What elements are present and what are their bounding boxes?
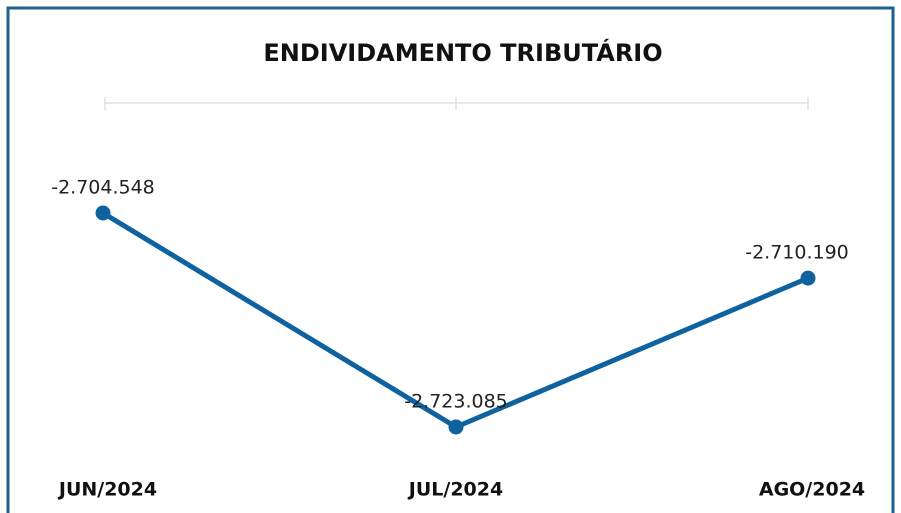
point	[800, 270, 816, 286]
x-tick-label: JUN/2024	[57, 479, 157, 501]
x-tick-label: JUL/2024	[407, 479, 503, 501]
data-label: -2.704.548	[51, 177, 155, 199]
data-label: -2.710.190	[745, 242, 849, 264]
category-axis	[104, 97, 809, 110]
point	[448, 419, 464, 435]
frame	[6, 6, 895, 513]
x-tick-label: AGO/2024	[759, 479, 865, 501]
chart-title: ENDIVIDAMENTO TRIBUTÁRIO	[263, 38, 662, 67]
data-label: -2.723.085	[404, 391, 508, 413]
point	[95, 205, 111, 221]
